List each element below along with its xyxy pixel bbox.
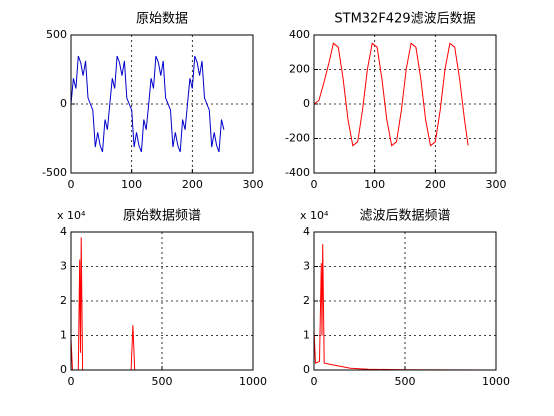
y-tick-label: -500 [42,166,67,179]
axes-box [70,34,254,174]
x-tick-label: 0 [68,178,75,191]
y-tick-label: 4 [60,225,67,238]
x-tick-label: 100 [121,178,142,191]
y-tick-label: 500 [46,28,67,41]
signal-line [313,42,469,147]
x-tick-label: 500 [395,375,416,388]
x-tick-label: 1000 [239,375,267,388]
y-tick-label: 4 [303,225,310,238]
chart-title: STM32F429滤波后数据 [334,12,475,27]
chart-title: 原始数据 [136,12,188,27]
x-tick-label: 200 [425,178,446,191]
x-tick-label: 1000 [482,375,510,388]
y-scale-label: x 10⁴ [300,209,329,222]
chart-title: 滤波后数据频谱 [359,209,450,224]
y-tick-label: 1 [60,329,67,342]
y-tick-label: 0 [60,363,67,376]
y-tick-label: 400 [289,28,310,41]
x-tick-label: 200 [182,178,203,191]
x-tick-label: 0 [311,375,318,388]
x-tick-label: 300 [243,178,264,191]
x-tick-label: 300 [486,178,507,191]
y-tick-label: 1 [303,329,310,342]
x-tick-label: 0 [311,178,318,191]
y-tick-label: 200 [289,63,310,76]
y-tick-label: -200 [285,132,310,145]
y-tick-label: 0 [60,97,67,110]
axes-box [70,231,254,371]
y-tick-label: 0 [303,97,310,110]
y-tick-label: 0 [303,363,310,376]
x-tick-label: 0 [68,375,75,388]
signal-line [313,244,497,371]
axes-box [313,34,497,174]
y-tick-label: 3 [60,260,67,273]
y-tick-label: -400 [285,166,310,179]
signal-line [70,55,225,153]
x-tick-label: 500 [152,375,173,388]
y-tick-label: 3 [303,260,310,273]
y-tick-label: 2 [60,294,67,307]
y-tick-label: 2 [303,294,310,307]
chart-title: 原始数据频谱 [123,209,201,224]
y-scale-label: x 10⁴ [57,209,86,222]
x-tick-label: 100 [364,178,385,191]
axes-box [313,231,497,371]
